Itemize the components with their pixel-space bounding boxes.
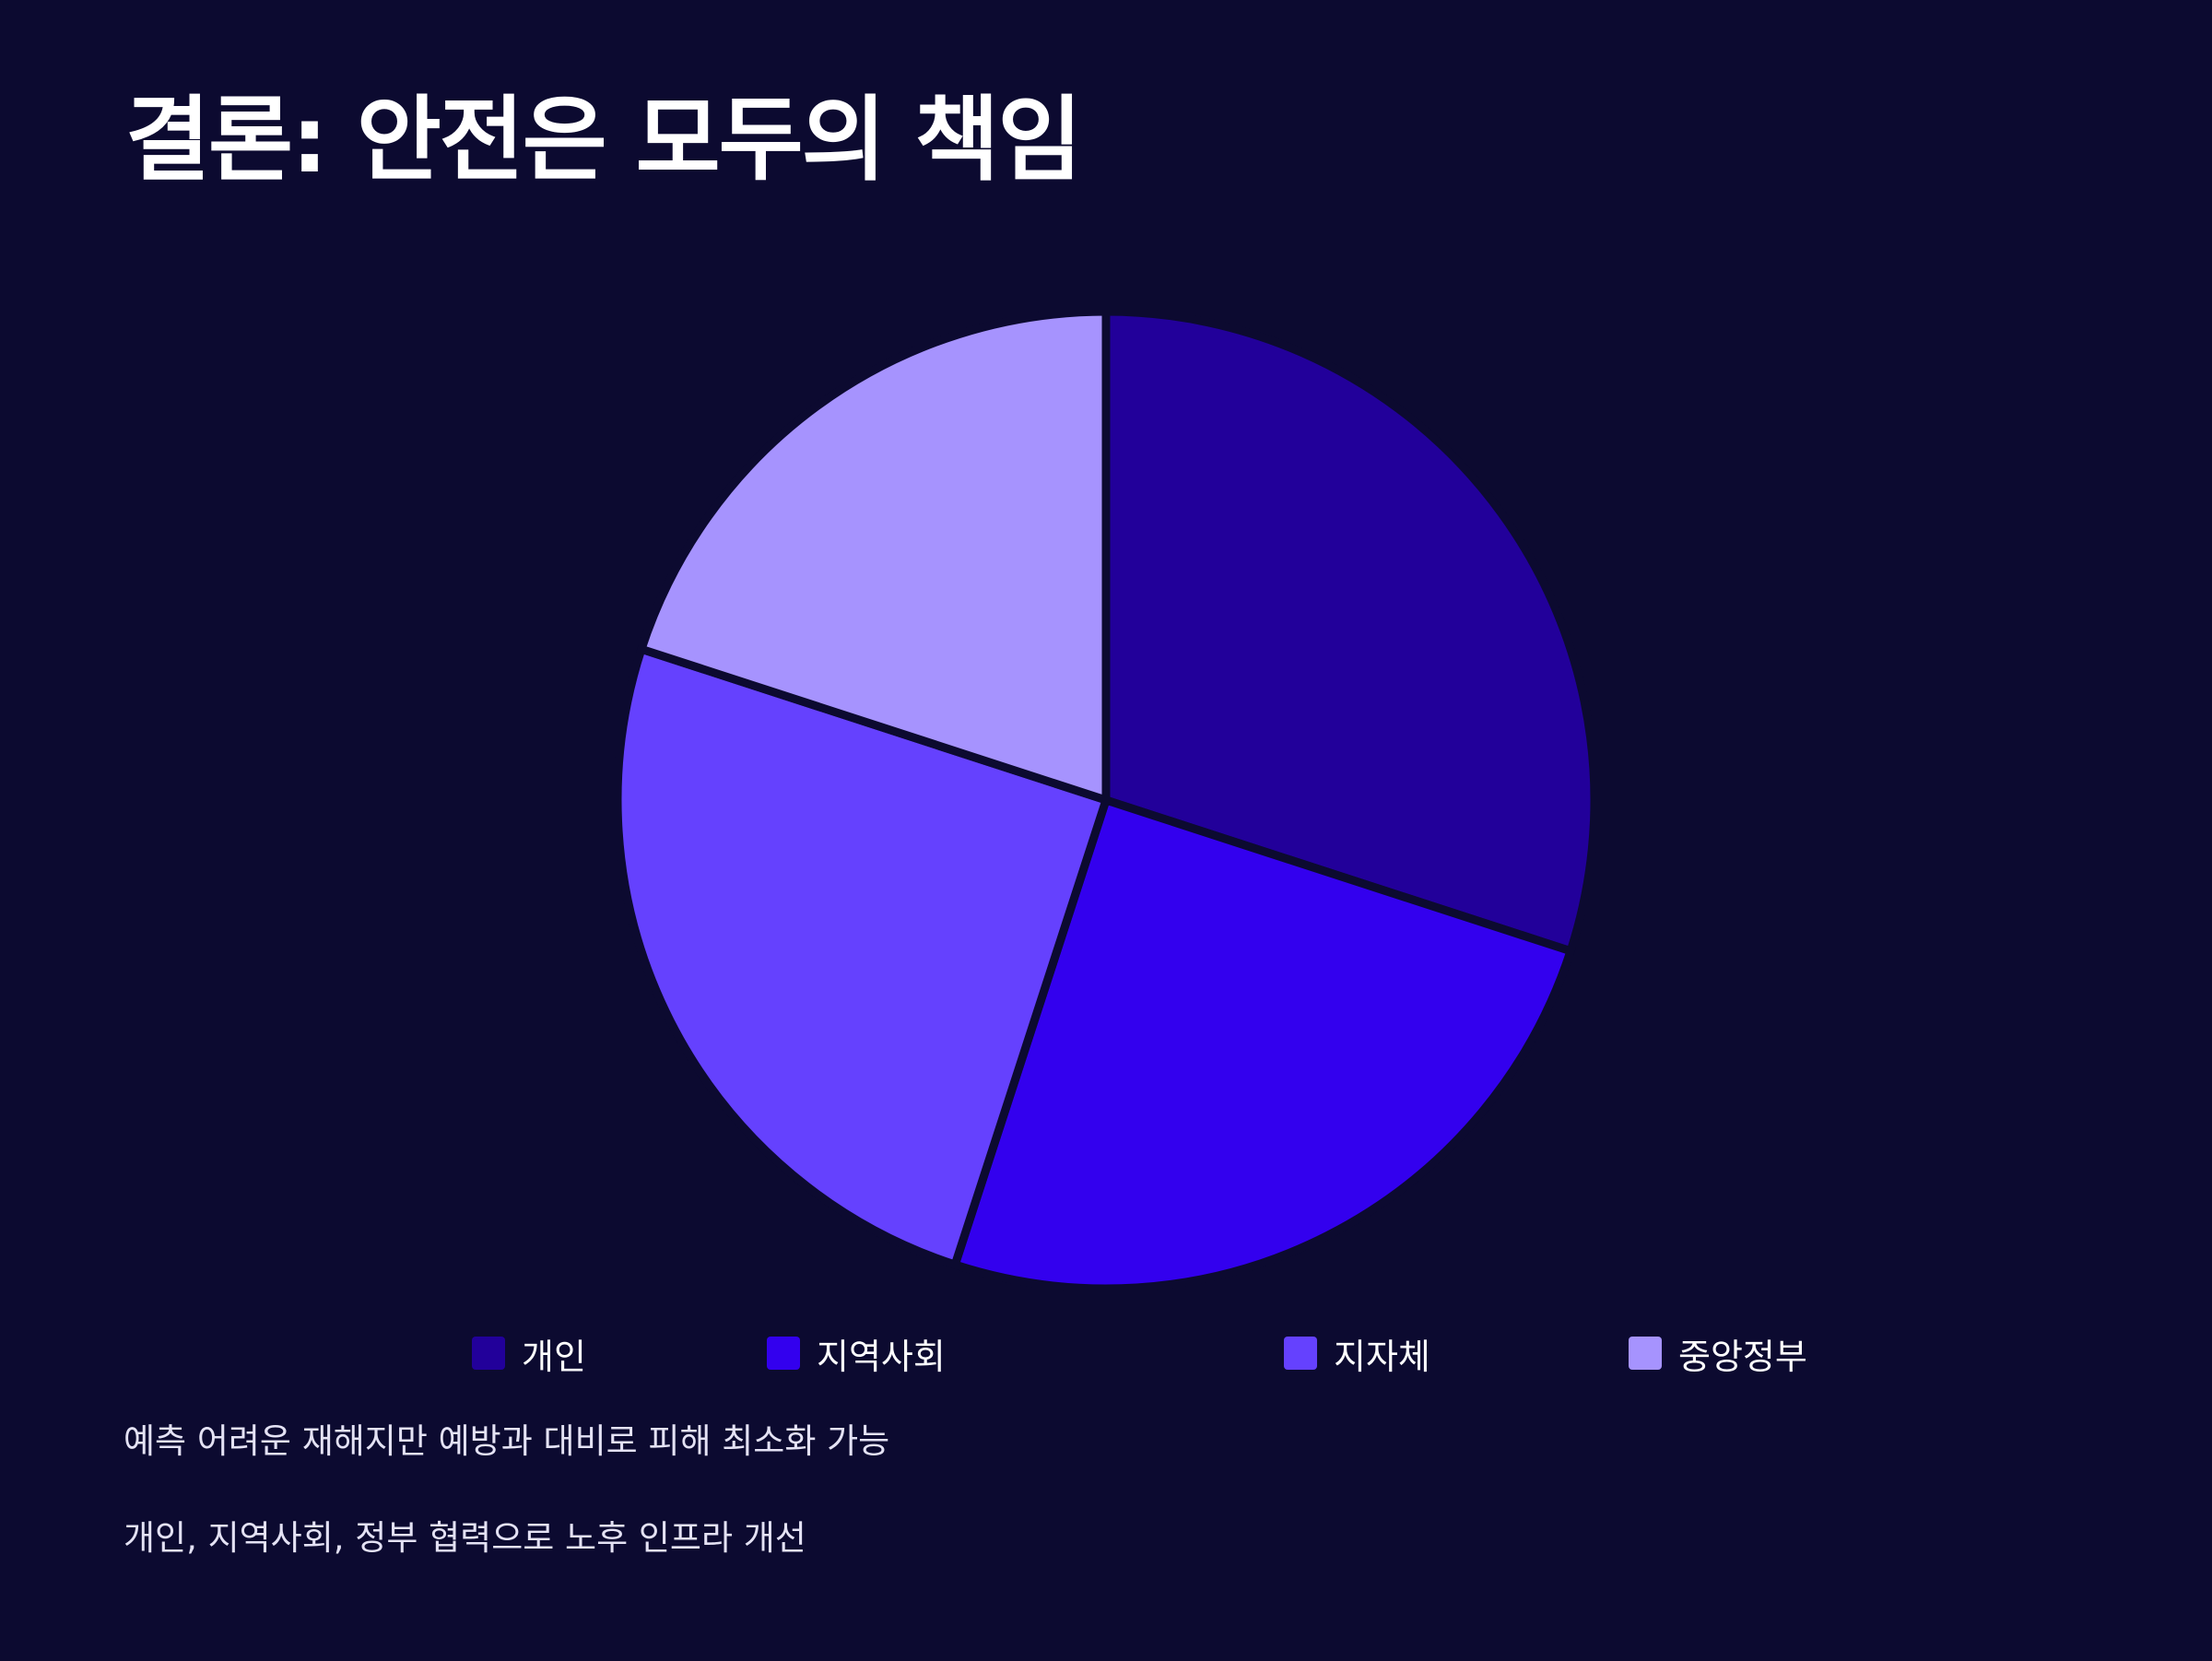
pie-slice-2: [613, 643, 1112, 1270]
legend-swatch-1: [767, 1337, 800, 1370]
legend-item-0: 개인: [472, 1331, 586, 1377]
legend-item-2: 지자체: [1284, 1331, 1430, 1377]
pie-slice-1: [949, 795, 1576, 1293]
legend-label-0: 개인: [522, 1336, 586, 1377]
legend-item-1: 지역사회: [767, 1331, 946, 1377]
slide-title: 결론: 안전은 모두의 책임: [125, 86, 1082, 194]
legend-label-2: 지자체: [1334, 1336, 1430, 1377]
legend-swatch-2: [1284, 1337, 1317, 1370]
note-line-2: 개인, 지역사회, 정부 협력으로 노후 인프라 개선: [124, 1518, 806, 1558]
note-line-1: 예측 어려운 재해지만 예방과 대비로 피해 최소화 가능: [124, 1421, 890, 1461]
pie-slice-3: [636, 307, 1111, 807]
legend-swatch-0: [472, 1337, 505, 1370]
pie-slice-0: [1101, 307, 1599, 957]
legend-label-3: 중앙정부: [1678, 1336, 1807, 1377]
legend-item-3: 중앙정부: [1629, 1331, 1807, 1377]
pie-chart: [613, 307, 1599, 1293]
legend-label-1: 지역사회: [817, 1336, 946, 1377]
legend-swatch-3: [1629, 1337, 1662, 1370]
